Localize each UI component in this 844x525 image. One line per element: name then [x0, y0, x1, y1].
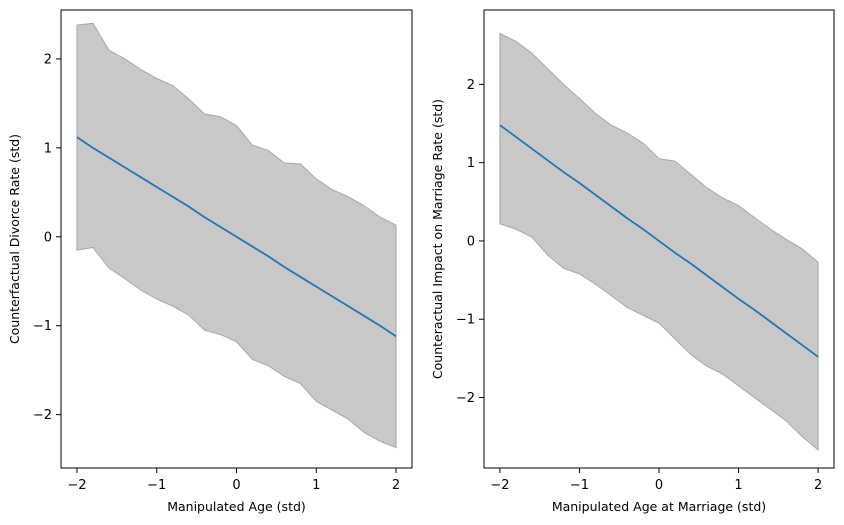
- y-tick-label: 1: [467, 156, 475, 171]
- y-tick-label: 1: [44, 141, 52, 156]
- x-tick-label: 2: [392, 478, 400, 493]
- x-tick-label: 2: [814, 478, 822, 493]
- x-axis-label: Manipulated Age at Marriage (std): [552, 499, 766, 514]
- interval-band: [76, 22, 397, 449]
- mean-line: [76, 136, 397, 338]
- x-tick-label: −2: [67, 478, 86, 493]
- y-axis-label: Counteractual Impact on Marriage Rate (s…: [430, 99, 445, 379]
- y-tick-label: −1: [33, 319, 52, 334]
- x-tick-label: 1: [734, 478, 742, 493]
- x-tick-label: −2: [490, 478, 509, 493]
- chart-panel-2: −2 −1 0 1 2 −2 −1 0 1 2 Manipulated Age at Marriag…: [430, 9, 835, 514]
- x-tick-label: −1: [147, 478, 166, 493]
- chart-panel-1: −2 −1 0 1 2 −2 −1 0 1 2 Manipulated Age (std) Count…: [7, 9, 413, 514]
- y-tick-label: 2: [467, 78, 475, 93]
- x-tick-label: −1: [570, 478, 589, 493]
- y-tick-label: 0: [44, 230, 52, 245]
- x-axis-label: Manipulated Age (std): [167, 499, 306, 514]
- y-tick-label: 2: [44, 52, 52, 67]
- y-tick-label: −2: [33, 408, 52, 423]
- mean-line: [499, 124, 819, 358]
- y-tick-label: −1: [456, 313, 475, 328]
- y-tick-label: 0: [467, 234, 475, 249]
- y-tick-label: −2: [456, 391, 475, 406]
- x-tick-label: 1: [312, 478, 320, 493]
- y-axis-label: Counterfactual Divorce Rate (std): [7, 134, 22, 344]
- x-tick-label: 0: [655, 478, 663, 493]
- x-tick-label: 0: [232, 478, 240, 493]
